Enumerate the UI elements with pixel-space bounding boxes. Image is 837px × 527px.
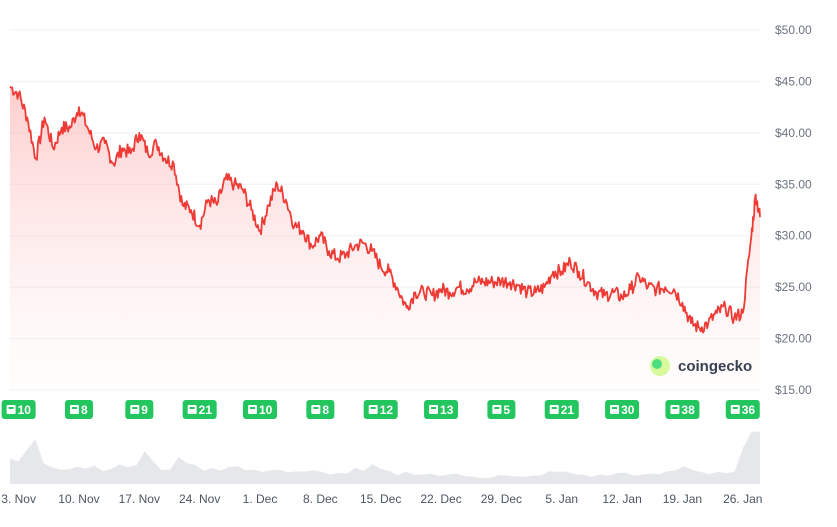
news-badge[interactable]: 10: [1, 400, 36, 419]
x-tick-label: 1. Dec: [243, 492, 278, 506]
y-tick-label: $40.00: [775, 126, 812, 140]
news-icon: [670, 405, 680, 414]
volume-area: [10, 431, 760, 484]
x-tick-label: 24. Nov: [179, 492, 220, 506]
y-axis-labels: $15.00 $20.00 $25.00 $30.00 $35.00 $40.00 $45.…: [775, 23, 812, 397]
price-line-group: [9, 85, 761, 334]
news-badge-bg: [243, 400, 277, 419]
news-icon-line: [494, 407, 500, 409]
news-icon-line: [313, 407, 319, 409]
news-badges: 10 8 9 21 10 8 12 13 5 21 30 38 36: [1, 400, 760, 419]
news-badge-bg: [1, 400, 36, 419]
news-badge[interactable]: 36: [725, 400, 760, 419]
news-badge-count: 36: [742, 403, 756, 417]
y-tick-label: $50.00: [775, 23, 812, 37]
news-icon-line: [431, 407, 437, 409]
news-badge-bg: [665, 400, 700, 419]
news-icon-line: [370, 407, 376, 409]
x-tick-label: 5. Jan: [545, 492, 578, 506]
news-badge-bg: [544, 400, 579, 419]
news-icon-line: [672, 407, 678, 409]
news-badge-count: 21: [199, 403, 213, 417]
news-icon-line: [71, 407, 77, 409]
news-badge-count: 5: [503, 403, 510, 417]
news-icon: [6, 405, 16, 414]
news-badge[interactable]: 5: [487, 400, 516, 419]
news-badge-bg: [182, 400, 217, 419]
news-badge[interactable]: 9: [125, 400, 154, 419]
news-icon: [429, 405, 439, 414]
x-tick-label: 26. Jan: [723, 492, 762, 506]
x-axis-labels: 3. Nov 10. Nov 17. Nov 24. Nov 1. Dec 8. Dec 1…: [1, 492, 762, 506]
news-badge-bg: [605, 400, 640, 419]
news-badge[interactable]: 21: [182, 400, 217, 419]
news-badge-count: 8: [81, 403, 88, 417]
news-badge-bg: [424, 400, 459, 419]
y-tick-label: $35.00: [775, 177, 812, 191]
y-tick-label: $15.00: [775, 383, 812, 397]
news-icon: [69, 405, 79, 414]
volume-fill: [10, 431, 760, 484]
x-tick-label: 3. Nov: [1, 492, 36, 506]
news-icon-line: [551, 407, 557, 409]
y-tick-label: $45.00: [775, 74, 812, 88]
news-icon: [549, 405, 559, 414]
news-icon-line: [189, 407, 195, 409]
news-badge-count: 12: [380, 403, 394, 417]
x-tick-label: 19. Jan: [663, 492, 702, 506]
x-tick-label: 22. Dec: [420, 492, 461, 506]
news-icon: [492, 405, 502, 414]
gecko-logo-icon-inner: [652, 359, 662, 369]
news-icon-line: [612, 407, 618, 409]
news-icon-line: [250, 407, 255, 409]
news-icon: [368, 405, 378, 414]
news-badge-bg: [725, 400, 760, 419]
news-badge[interactable]: 21: [544, 400, 579, 419]
news-icon-line: [132, 407, 138, 409]
y-tick-label: $30.00: [775, 229, 812, 243]
coingecko-watermark: coingecko: [650, 356, 752, 376]
price-area-fill: [10, 86, 760, 390]
news-badge[interactable]: 38: [665, 400, 700, 419]
news-icon: [187, 405, 197, 414]
news-badge[interactable]: 8: [306, 400, 335, 419]
news-badge-count: 30: [621, 403, 635, 417]
news-badge[interactable]: 12: [363, 400, 398, 419]
news-badge-count: 21: [561, 403, 575, 417]
news-icon-line: [732, 407, 738, 409]
news-icon: [130, 405, 140, 414]
price-line: [9, 85, 761, 334]
news-icon: [311, 405, 321, 414]
news-badge-count: 13: [440, 403, 454, 417]
news-badge-bg: [363, 400, 398, 419]
news-badge-count: 9: [141, 403, 148, 417]
y-tick-label: $25.00: [775, 280, 812, 294]
news-badge[interactable]: 13: [424, 400, 459, 419]
x-tick-label: 8. Dec: [303, 492, 338, 506]
news-badge-count: 10: [18, 403, 32, 417]
x-tick-label: 10. Nov: [58, 492, 99, 506]
y-tick-label: $20.00: [775, 332, 812, 346]
news-badge-count: 10: [259, 403, 273, 417]
x-tick-label: 17. Nov: [119, 492, 160, 506]
news-badge[interactable]: 8: [64, 400, 93, 419]
news-badge-count: 8: [322, 403, 329, 417]
price-area: [10, 86, 760, 390]
x-tick-label: 12. Jan: [602, 492, 641, 506]
news-icon: [730, 405, 740, 414]
news-badge[interactable]: 10: [243, 400, 277, 419]
news-icon-line: [8, 407, 14, 409]
news-icon: [248, 405, 257, 414]
watermark-text: coingecko: [678, 358, 752, 375]
x-tick-label: 15. Dec: [360, 492, 401, 506]
news-badge-count: 38: [681, 403, 695, 417]
news-badge[interactable]: 30: [605, 400, 640, 419]
x-tick-label: 29. Dec: [481, 492, 522, 506]
news-icon: [610, 405, 620, 414]
